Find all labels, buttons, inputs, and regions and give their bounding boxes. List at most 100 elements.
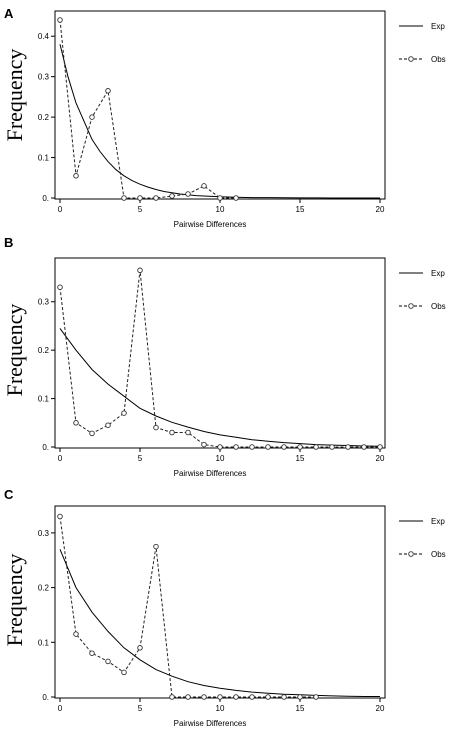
panel-a-xtick-label: 5 (138, 205, 143, 214)
panel-b-ytick-label: 0.2 (38, 346, 50, 355)
panel-c-series-obs-point (185, 694, 191, 700)
panel-a-legend-exp-label: Exp (431, 22, 445, 31)
panel-a-xtick-label: 15 (296, 205, 305, 214)
panel-a-series-exp-line (59, 44, 380, 199)
panel-b-legend-obs-marker (408, 303, 414, 309)
panel-b-series-obs-point (185, 429, 191, 436)
panel-b-letter: B (4, 235, 13, 250)
panel-a-series-obs-point (73, 173, 79, 179)
panel-b-series-obs-point (89, 430, 95, 437)
panel-c-xtick-label: 20 (376, 704, 385, 713)
panel-a-legend-obs-marker (408, 56, 414, 62)
panel-b-ytick-label: 0.1 (38, 395, 50, 404)
panel-b-series-obs-line (59, 270, 380, 448)
panel-c-series-obs-point (281, 694, 287, 700)
panel-b-series-exp-line (59, 328, 381, 447)
panel-c-series-obs-point (297, 694, 303, 700)
panel-b-series-obs-point (153, 424, 159, 431)
panel-b-series-obs-point (201, 441, 207, 448)
panel-b-series-obs-point (297, 444, 303, 450)
panel-a-ylabel: Frequency (2, 49, 27, 142)
panel-a-legend-obs-label: Obs (431, 55, 446, 64)
panel-b-series-obs-point (329, 444, 335, 450)
panel-c-xtick-label: 5 (138, 704, 143, 713)
panel-b-series-obs-point (377, 444, 383, 450)
panel-c-ytick-label: 0.1 (38, 638, 50, 647)
panel-b-series-obs-point (169, 429, 175, 436)
panel-b-series-obs-point (121, 410, 127, 416)
panel-c-xlabel: Pairwise Differences (174, 719, 247, 728)
panel-a-xtick-label: 0 (58, 205, 63, 214)
panel-a-xtick-label: 10 (216, 205, 225, 214)
panel-a-letter: A (4, 6, 14, 21)
panel-b-series-obs-point (137, 267, 143, 274)
panel-c-series-obs-point (121, 669, 127, 676)
panel-c-ytick-label: 0. (42, 693, 49, 702)
panel-b-xtick-label: 10 (216, 454, 225, 463)
panel-a-series-obs-point (217, 195, 223, 201)
panel-b-ytick-label: 0.3 (38, 298, 50, 307)
panel-c-series-obs-point (313, 694, 319, 700)
panel-b-series-obs-point (249, 444, 255, 450)
panel-c-xtick-label: 0 (58, 704, 63, 713)
panel-c-series-obs-point (201, 694, 207, 700)
panel-b-series-obs-point (73, 420, 79, 426)
panel-a-series-obs-point (57, 17, 63, 23)
panel-c-series-obs-point (89, 650, 95, 656)
panel-b-xtick-label: 15 (296, 454, 305, 463)
panel-c-series-obs-point (217, 694, 223, 700)
panel-c-series-obs-point (169, 694, 175, 700)
panel-a-series-obs-point (153, 195, 159, 201)
panel-c-ytick-label: 0.2 (38, 584, 50, 593)
panel-a-series-obs-point (201, 183, 207, 189)
panel-b-ylabel: Frequency (2, 304, 27, 397)
panel-a-ytick-label: 0.4 (38, 32, 50, 41)
panel-c-ytick-label: 0.3 (38, 529, 50, 538)
panel-a-series-obs-line (59, 19, 236, 199)
panel-b-legend-exp-label: Exp (431, 269, 445, 278)
panel-c-series-obs-point (73, 631, 79, 637)
panel-b-xlabel: Pairwise Differences (174, 469, 247, 478)
panel-c-legend-obs-label: Obs (431, 550, 446, 559)
panel-b-ytick-label: 0. (42, 443, 49, 452)
panel-b-series-obs-point (361, 444, 367, 450)
panel-c-series-obs-point (153, 543, 159, 550)
panel-b-xtick-label: 0 (58, 454, 63, 463)
panel-a-series-obs-point (105, 88, 111, 94)
panel-c-xtick-label: 15 (296, 704, 305, 713)
panel-a-series-obs-point (185, 191, 191, 197)
panel-c-series-exp-line (59, 549, 380, 697)
panel-b-legend-obs-label: Obs (431, 302, 446, 311)
panel-b-series-obs-point (217, 444, 223, 450)
panel-c-letter: C (4, 487, 14, 502)
panel-a-series-obs-point (89, 114, 95, 120)
panel-c-legend-exp-label: Exp (431, 517, 445, 526)
panel-a-series-obs-point (169, 193, 175, 199)
panel-a-ytick-label: 0.2 (38, 113, 50, 122)
panel-c-xtick-label: 10 (216, 704, 225, 713)
panel-a-ytick-label: 0.1 (38, 154, 50, 163)
panel-b-series-obs-point (265, 444, 271, 450)
panel-b-xtick-label: 20 (376, 454, 385, 463)
panel-a-series-obs-point (121, 195, 127, 201)
panel-c-series-obs-point (137, 645, 143, 651)
panel-b-series-obs-point (233, 444, 239, 450)
panel-b-series-obs-point (281, 444, 287, 450)
panel-a-xtick-label: 20 (376, 205, 385, 214)
panel-b-series-obs-point (345, 444, 351, 450)
panel-a-series-obs-point (233, 195, 239, 201)
panel-b-series-obs-point (313, 444, 319, 450)
panel-c-ylabel: Frequency (2, 554, 27, 647)
panel-c-legend-obs-marker (408, 551, 414, 557)
panel-a-ytick-label: 0. (42, 194, 49, 203)
panel-b-series-obs-point (57, 284, 63, 290)
panel-c-series-obs-point (249, 694, 255, 700)
panel-c-series-obs-point (233, 694, 239, 700)
panel-a-ytick-label: 0.3 (38, 73, 50, 82)
panel-b-series-obs-point (105, 422, 111, 428)
panel-c-series-obs-point (265, 694, 271, 700)
panel-a-series-obs-point (137, 195, 143, 201)
panel-a-xlabel: Pairwise Differences (174, 220, 247, 229)
